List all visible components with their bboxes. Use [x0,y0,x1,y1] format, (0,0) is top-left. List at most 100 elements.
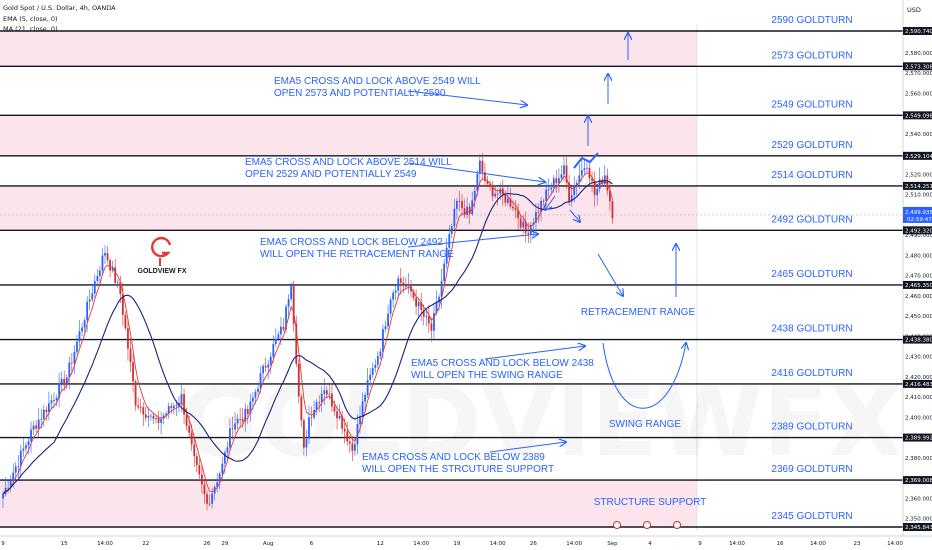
candle-body [114,267,117,283]
annotation-arrow [489,442,566,453]
candle-body [93,281,96,294]
candle-body [244,408,247,422]
candle-body [494,193,497,197]
candle-body [601,179,604,185]
price-zigzag [573,152,599,169]
level-price-tag-text: 2,492.320 [905,228,932,234]
price-tick-label: 2,400.000 [905,415,932,421]
candle-body [552,178,555,188]
price-tick-label: 2,420.000 [905,375,932,381]
level-price-tag-text: 2,345.843 [905,525,932,531]
candle-body [257,388,259,392]
candle-body [295,323,298,364]
time-tick-label: 22 [142,541,149,547]
time-tick-label: 14:00 [566,541,582,547]
time-tick-label: 14:00 [413,541,429,547]
level-price-tag [903,226,932,235]
candle-body [524,221,527,233]
candle-body [415,297,417,307]
price-tick-label: 2,580.000 [905,51,932,57]
level-price-tag-text: 2,369.008 [905,478,932,484]
candle-body [144,414,147,418]
level-label: 2438 GOLDTURN [771,324,852,335]
level-price-tag-text: 2,416.483 [905,382,932,388]
candle-body [315,402,318,410]
price-tick-label: 2,350.000 [905,517,932,523]
candle-body [27,441,30,446]
candle-body [111,267,114,271]
retracement-range-label: RETRACEMENT RANGE [581,307,696,318]
candle-body [440,280,443,297]
level-label: 2573 GOLDTURN [771,50,852,61]
projection-arrow-down [545,195,556,210]
candle-body [155,417,157,419]
candle-body [195,456,198,466]
annotation-text: WILL OPEN THE RETRACEMENT RANGE [260,249,454,260]
candle-body [60,378,63,384]
candle-body [603,175,606,185]
swing-range-label: SWING RANGE [609,419,682,430]
level-price-tag [903,476,932,485]
level-price-tag [903,335,932,344]
candle-body [540,200,542,212]
level-price-tag-text: 2,389.992 [905,436,932,442]
time-tick-label: 14:00 [729,541,745,547]
candle-body [300,396,303,421]
candle-body [58,383,60,398]
candle-body [246,408,249,414]
price-tick-label: 2,430.000 [905,355,932,361]
candle-body [387,313,389,327]
candle-body [165,413,168,416]
candle-body [445,247,448,264]
candle-body [277,334,280,339]
level-price-tag [903,181,932,190]
candle-body [53,400,55,402]
ma-indicator-legend[interactable]: MA (21, close, 0) [3,25,58,33]
candle-body [292,285,295,324]
candle-body [458,200,461,202]
level-price-tag-text: 2,549.098 [905,113,932,119]
ema-indicator-legend[interactable]: EMA (5, close, 0) [3,15,58,23]
candle-body [81,327,83,332]
candle-body [348,441,351,444]
candle-body [7,487,9,489]
candle-body [134,381,137,406]
candle-body [611,201,614,219]
candle-body [351,443,354,451]
annotation-text: WILL OPEN THE STRCUTURE SUPPORT [362,464,554,475]
candle-body [496,193,499,195]
current-price-tag [903,206,932,223]
candle-body [532,222,535,225]
time-tick-label: 16 [777,541,784,547]
level-band [0,480,697,527]
level-price-tag [903,151,932,160]
candle-body [583,168,586,171]
candle-body [254,391,257,398]
candle-body [573,185,576,196]
level-price-tag [903,62,932,71]
level-price-tag-text: 2,438.380 [905,338,932,344]
candle-body [50,400,53,404]
level-price-tag [903,111,932,120]
level-label: 2345 GOLDTURN [771,511,852,522]
candle-body [484,172,486,182]
candle-body [88,299,91,302]
level-price-tag-text: 2,514.251 [905,184,932,190]
level-price-tag [903,280,932,289]
candle-body [185,414,188,426]
event-marker [643,521,651,529]
candle-body [231,428,234,430]
logo-g-icon [151,236,172,258]
time-tick-label: Sep [607,541,618,547]
candle-body [116,282,119,283]
candle-body [382,329,384,352]
price-tick-label: 2,520.000 [905,172,932,178]
candle-body [109,260,111,271]
price-tick-label: 2,560.000 [905,91,932,97]
candle-body [609,190,611,202]
candle-body [593,180,596,196]
annotation-text: EMA5 CROSS AND LOCK BELOW 2438 [411,358,594,369]
candle-body [588,167,591,179]
ema5-line [2,172,613,495]
